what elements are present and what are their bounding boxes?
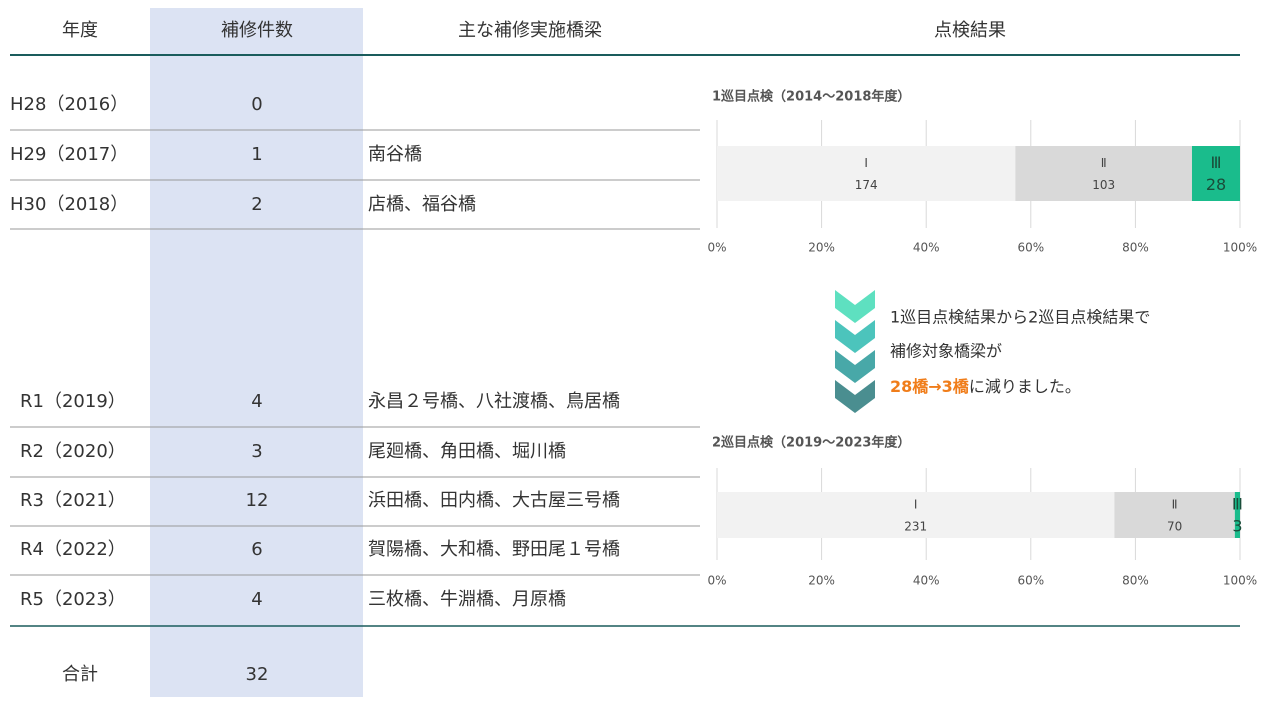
segment-value: 174 xyxy=(855,178,878,192)
count-cell: 2 xyxy=(251,194,262,215)
count-cell: 6 xyxy=(251,539,262,560)
bar-segment xyxy=(1234,492,1240,538)
total-label: 合計 xyxy=(62,664,98,685)
bar-segment xyxy=(1191,146,1240,201)
year-cell: R2（2020） xyxy=(20,441,126,462)
year-cell: R1（2019） xyxy=(20,391,126,412)
x-tick-label: 40% xyxy=(913,241,940,255)
header-cell: 補修件数 xyxy=(221,20,293,41)
header-cell: 主な補修実施橋梁 xyxy=(458,20,602,41)
year-cell: H30（2018） xyxy=(10,194,128,215)
bridges-cell: 店橋、福谷橋 xyxy=(368,194,476,215)
bar-segment xyxy=(1114,492,1235,538)
message-rest: に減りました。 xyxy=(969,377,1081,396)
segment-name: Ⅲ xyxy=(1210,153,1221,172)
bridges-cell: 南谷橋 xyxy=(368,144,422,165)
message-highlight: 28橋→3橋 xyxy=(890,377,970,396)
x-tick-label: 40% xyxy=(913,574,940,588)
x-tick-label: 60% xyxy=(1017,241,1044,255)
header-cell: 年度 xyxy=(62,20,98,41)
year-cell: R3（2021） xyxy=(20,490,126,511)
count-cell: 0 xyxy=(251,94,262,115)
year-cell: H29（2017） xyxy=(10,144,128,165)
bridges-cell: 賀陽橋、大和橋、野田尾１号橋 xyxy=(368,539,620,560)
count-cell: 1 xyxy=(251,144,262,165)
x-tick-label: 80% xyxy=(1122,241,1149,255)
count-cell: 3 xyxy=(251,441,262,462)
count-cell: 12 xyxy=(246,490,269,511)
x-tick-label: 0% xyxy=(707,241,726,255)
count-cell: 4 xyxy=(251,391,262,412)
x-tick-label: 20% xyxy=(808,574,835,588)
bridges-cell: 浜田橋、田内橋、大古屋三号橋 xyxy=(368,490,620,511)
bridges-cell: 尾廻橋、角田橋、堀川橋 xyxy=(368,441,566,462)
segment-name: Ⅲ xyxy=(1232,495,1243,514)
count-cell: 4 xyxy=(251,589,262,610)
year-cell: H28（2016） xyxy=(10,94,128,115)
header-cell: 点検結果 xyxy=(934,20,1006,41)
segment-value: 70 xyxy=(1167,520,1182,534)
x-tick-label: 100% xyxy=(1223,241,1257,255)
x-tick-label: 20% xyxy=(808,241,835,255)
segment-value: 231 xyxy=(904,520,927,534)
x-tick-label: 100% xyxy=(1223,574,1257,588)
segment-value: 28 xyxy=(1206,175,1226,194)
segment-value: 3 xyxy=(1232,517,1242,536)
bridges-cell: 三枚橋、牛淵橋、月原橋 xyxy=(368,589,566,610)
count-column-band xyxy=(150,8,363,697)
chart-title: 1巡目点検（2014〜2018年度） xyxy=(712,89,910,105)
segment-name: Ⅱ xyxy=(1172,498,1178,512)
chevrons xyxy=(835,290,875,413)
bar-segment xyxy=(717,492,1115,538)
message-line: 補修対象橋梁が xyxy=(890,342,1002,361)
segment-name: Ⅰ xyxy=(864,156,868,170)
bridges-cell: 永昌２号橋、八社渡橋、鳥居橋 xyxy=(368,391,620,412)
message-line: 28橋→3橋に減りました。 xyxy=(890,377,1081,396)
segment-name: Ⅱ xyxy=(1101,156,1107,170)
bar-segment xyxy=(717,146,1016,201)
chart-title: 2巡目点検（2019〜2023年度） xyxy=(712,435,910,451)
x-tick-label: 0% xyxy=(707,574,726,588)
year-cell: R4（2022） xyxy=(20,539,126,560)
year-cell: R5（2023） xyxy=(20,589,126,610)
x-tick-label: 80% xyxy=(1122,574,1149,588)
segment-value: 103 xyxy=(1092,178,1115,192)
total-value: 32 xyxy=(246,664,269,685)
message-line: 1巡目点検結果から2巡目点検結果で xyxy=(890,308,1150,327)
x-tick-label: 60% xyxy=(1017,574,1044,588)
bar-segment xyxy=(1015,146,1192,201)
segment-name: Ⅰ xyxy=(914,498,918,512)
